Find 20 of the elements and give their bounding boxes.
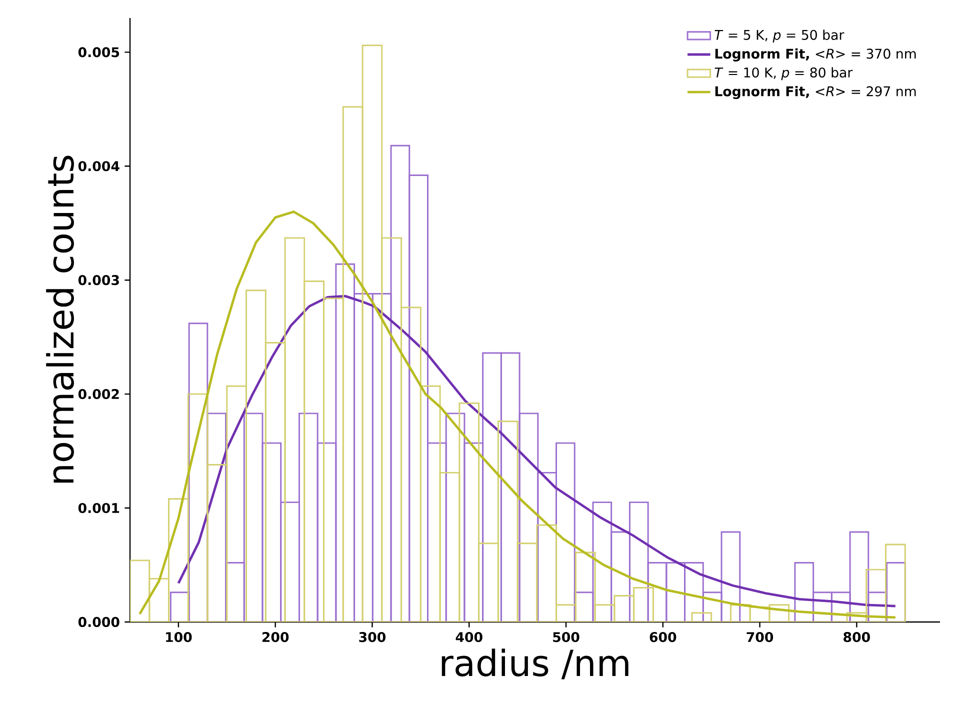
- x-tick-label: 300: [359, 632, 386, 642]
- x-tick-label: 800: [844, 632, 870, 642]
- x-tick-label: 400: [456, 632, 482, 642]
- x-tick-label: 100: [166, 632, 192, 642]
- legend-label: T = 5 K, p = 50 bar: [714, 30, 844, 43]
- y-tick-label: 0.000: [78, 616, 120, 628]
- legend-label: T = 10 K, p = 80 bar: [714, 67, 853, 80]
- x-tick-label: 200: [262, 632, 289, 642]
- y-tick-label: 0.001: [78, 502, 120, 514]
- x-axis-title: radius /nm: [442, 648, 628, 680]
- y-tick-label: 0.004: [78, 161, 120, 172]
- x-tick-label: 600: [650, 632, 676, 642]
- y-axis-title: normalized counts: [46, 156, 74, 483]
- x-tick-label: 500: [553, 632, 580, 642]
- y-tick-label: 0.003: [78, 275, 119, 286]
- legend-label: Lognorm Fit, <R> = 370 nm: [715, 48, 916, 62]
- x-tick-label: 700: [746, 632, 774, 642]
- y-tick-label: 0.002: [78, 389, 119, 400]
- y-tick-label: 0.005: [78, 47, 120, 58]
- legend-label: Lognorm Fit, <R> = 297 nm: [715, 86, 916, 100]
